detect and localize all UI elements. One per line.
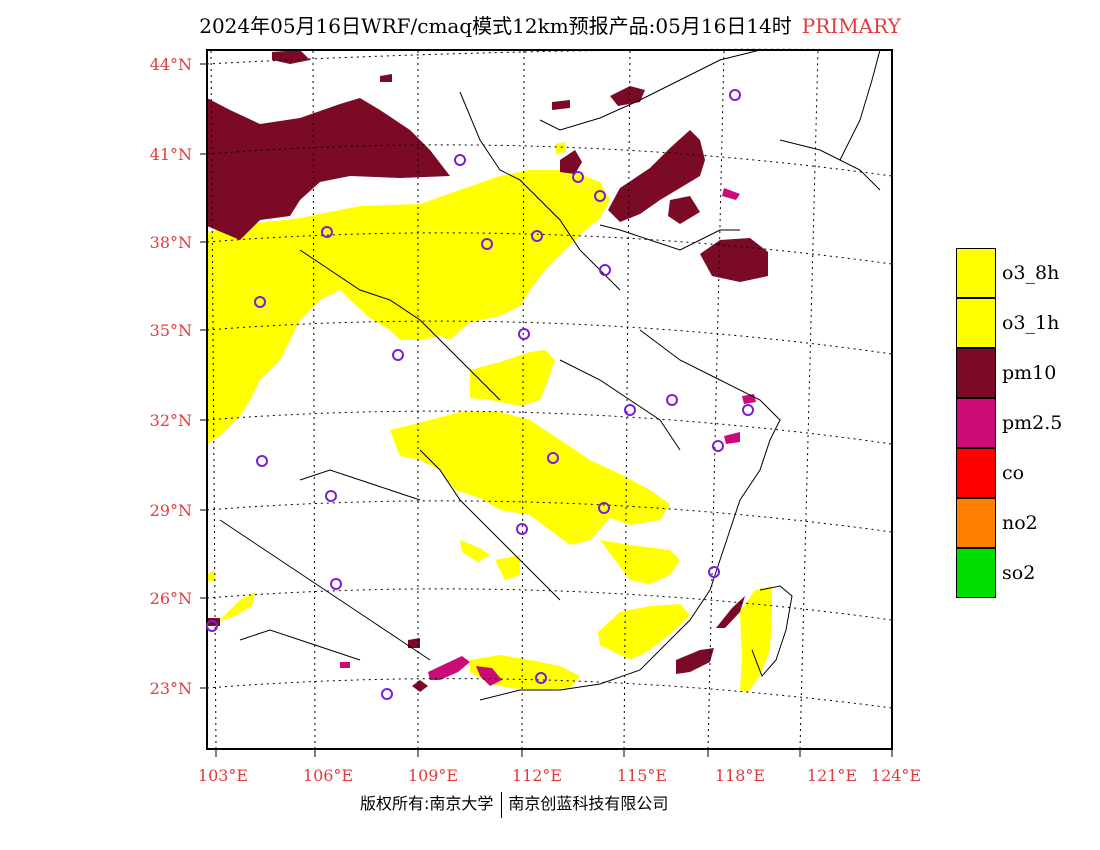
map-title: 2024年05月16日WRF/cmaq模式12km预报产品:05月16日14时 P… xyxy=(0,10,1100,39)
station-marker xyxy=(535,672,547,684)
station-markers xyxy=(206,89,754,700)
lon-label: 115°E xyxy=(617,766,667,785)
lat-label: 35°N xyxy=(150,321,192,340)
copyright-company: 南京创蓝科技有限公司 xyxy=(508,794,669,813)
legend-swatch xyxy=(956,248,996,298)
legend-item-o3-1h: o3_1h xyxy=(956,298,1096,348)
title-text: 2024年05月16日WRF/cmaq模式12km预报产品:05月16日14时 xyxy=(199,14,792,38)
legend-label: so2 xyxy=(1002,562,1036,584)
station-marker xyxy=(712,440,724,452)
station-marker xyxy=(598,502,610,514)
legend-item-pm25: pm2.5 xyxy=(956,398,1096,448)
copyright-footer: 版权所有:南京大学 南京创蓝科技有限公司 xyxy=(360,790,668,818)
station-marker xyxy=(518,328,530,340)
legend-item-pm10: pm10 xyxy=(956,348,1096,398)
lat-labels: 44°N 41°N 38°N 35°N 32°N 29°N 26°N 23°N xyxy=(150,55,192,698)
lon-label: 106°E xyxy=(303,766,353,785)
legend-label: o3_1h xyxy=(1002,312,1060,334)
legend-item-o3-8h: o3_8h xyxy=(956,248,1096,298)
lat-label: 38°N xyxy=(150,233,192,252)
station-marker xyxy=(392,349,404,361)
legend-item-so2: so2 xyxy=(956,548,1096,598)
station-marker xyxy=(547,452,559,464)
primary-tag: PRIMARY xyxy=(801,14,901,38)
boundary-lines xyxy=(219,49,881,701)
station-marker xyxy=(256,455,268,467)
station-marker xyxy=(708,566,720,578)
lon-ticks xyxy=(215,749,893,757)
station-marker xyxy=(206,620,218,632)
footer-divider xyxy=(501,791,503,818)
copyright-owner: 版权所有:南京大学 xyxy=(360,794,494,813)
legend-label: pm2.5 xyxy=(1002,412,1063,434)
lat-label: 23°N xyxy=(150,679,192,698)
lon-label: 103°E xyxy=(198,766,248,785)
lat-label: 41°N xyxy=(150,145,192,164)
station-marker xyxy=(381,688,393,700)
legend-swatch xyxy=(956,348,996,398)
lon-label: 121°E xyxy=(807,766,857,785)
station-marker xyxy=(330,578,342,590)
station-marker xyxy=(516,523,528,535)
legend-swatch xyxy=(956,448,996,498)
lon-label: 109°E xyxy=(408,766,458,785)
lat-label: 29°N xyxy=(150,501,192,520)
legend-label: no2 xyxy=(1002,512,1038,534)
lon-label: 124°E xyxy=(871,766,921,785)
legend-label: pm10 xyxy=(1002,362,1057,384)
station-marker xyxy=(321,226,333,238)
latitude-grid xyxy=(206,48,893,709)
lon-label: 118°E xyxy=(715,766,765,785)
longitude-grid xyxy=(210,49,893,750)
station-marker xyxy=(729,89,741,101)
legend-swatch xyxy=(956,398,996,448)
lat-label: 26°N xyxy=(150,589,192,608)
station-marker xyxy=(454,154,466,166)
station-marker xyxy=(742,404,754,416)
station-marker xyxy=(572,171,584,183)
station-marker xyxy=(594,190,606,202)
lat-label: 32°N xyxy=(150,411,192,430)
legend-label: o3_8h xyxy=(1002,262,1060,284)
lat-ticks xyxy=(200,63,207,689)
legend-label: co xyxy=(1002,462,1025,484)
station-marker xyxy=(481,238,493,250)
legend-item-no2: no2 xyxy=(956,498,1096,548)
legend-swatch xyxy=(956,548,996,598)
station-marker xyxy=(624,404,636,416)
lon-label: 112°E xyxy=(512,766,562,785)
station-marker xyxy=(254,296,266,308)
legend-swatch xyxy=(956,498,996,548)
station-marker xyxy=(666,394,678,406)
station-marker xyxy=(599,264,611,276)
lon-labels: 103°E 106°E 109°E 112°E 115°E 118°E 121°… xyxy=(198,766,921,785)
o3-area xyxy=(207,142,772,692)
station-marker xyxy=(531,230,543,242)
lat-label: 44°N xyxy=(150,55,192,74)
legend-swatch xyxy=(956,298,996,348)
pm10-area xyxy=(207,50,768,692)
legend-item-co: co xyxy=(956,448,1096,498)
station-marker xyxy=(325,490,337,502)
